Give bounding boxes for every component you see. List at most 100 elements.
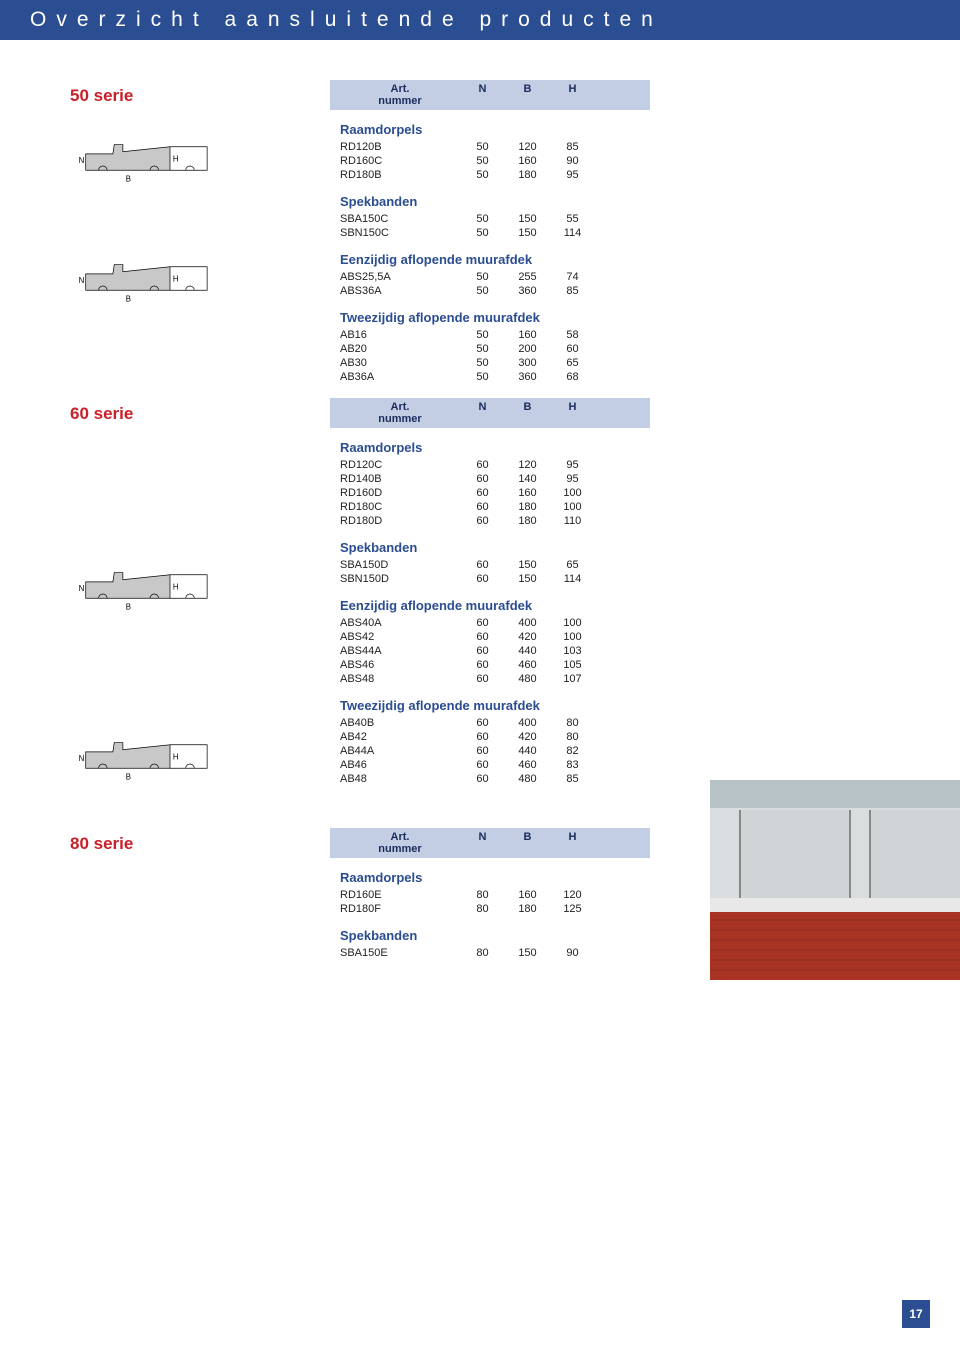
col-header: H <box>550 831 595 855</box>
table-row: RD180C60180100 <box>330 500 650 514</box>
cell-art: RD120C <box>340 459 460 471</box>
cell-value: 60 <box>460 717 505 729</box>
cell-art: SBA150E <box>340 947 460 959</box>
table-row: AB36A5036068 <box>330 370 650 384</box>
cell-art: ABS48 <box>340 673 460 685</box>
svg-text:N: N <box>79 754 85 763</box>
cell-value: 120 <box>505 141 550 153</box>
cell-value: 65 <box>550 559 595 571</box>
table-row: RD140B6014095 <box>330 472 650 486</box>
col-header: B <box>505 401 550 425</box>
cell-value: 100 <box>550 487 595 499</box>
cell-value: 150 <box>505 213 550 225</box>
page-header: Overzicht aansluitende producten <box>0 0 960 40</box>
cell-value: 50 <box>460 371 505 383</box>
cell-value: 50 <box>460 141 505 153</box>
table-row: ABS4660460105 <box>330 658 650 672</box>
cell-value: 80 <box>460 889 505 901</box>
cell-value: 180 <box>505 903 550 915</box>
group-title: Raamdorpels <box>340 440 650 455</box>
table-row: AB486048085 <box>330 772 650 786</box>
cell-art: SBA150D <box>340 559 460 571</box>
table-row: RD120C6012095 <box>330 458 650 472</box>
cell-art: ABS46 <box>340 659 460 671</box>
group-title: Spekbanden <box>340 194 650 209</box>
group-title: Tweezijdig aflopende muurafdek <box>340 310 650 325</box>
cell-value: 140 <box>505 473 550 485</box>
table-row: AB466046083 <box>330 758 650 772</box>
cell-value: 360 <box>505 371 550 383</box>
table-row: ABS4860480107 <box>330 672 650 686</box>
cell-value: 480 <box>505 773 550 785</box>
cell-art: RD180C <box>340 501 460 513</box>
cell-value: 80 <box>550 717 595 729</box>
svg-text:H: H <box>173 583 179 592</box>
cell-value: 50 <box>460 213 505 225</box>
table-row: AB40B6040080 <box>330 716 650 730</box>
cell-value: 50 <box>460 285 505 297</box>
col-header: B <box>505 83 550 107</box>
serie-label: 50 serie <box>70 86 290 106</box>
cell-value: 80 <box>460 903 505 915</box>
cell-art: SBN150C <box>340 227 460 239</box>
cell-value: 50 <box>460 169 505 181</box>
cell-value: 420 <box>505 631 550 643</box>
cell-value: 150 <box>505 227 550 239</box>
table-row: ABS36A5036085 <box>330 284 650 298</box>
cell-value: 90 <box>550 947 595 959</box>
table-row: RD160D60160100 <box>330 486 650 500</box>
profile-diagram: N H B <box>70 256 230 306</box>
table-row: RD180B5018095 <box>330 168 650 182</box>
cell-art: ABS40A <box>340 617 460 629</box>
table-row: SBA150E8015090 <box>330 946 650 960</box>
col-header-art: Art.nummer <box>340 831 460 855</box>
cell-art: SBA150C <box>340 213 460 225</box>
table-row: SBA150C5015055 <box>330 212 650 226</box>
cell-value: 60 <box>460 731 505 743</box>
table-row: AB44A6044082 <box>330 744 650 758</box>
profile-diagram: N H B <box>70 564 230 614</box>
cell-value: 480 <box>505 673 550 685</box>
cell-value: 100 <box>550 501 595 513</box>
table-row: RD180D60180110 <box>330 514 650 528</box>
cell-value: 60 <box>460 559 505 571</box>
cell-art: AB40B <box>340 717 460 729</box>
cell-value: 50 <box>460 357 505 369</box>
cell-art: AB20 <box>340 343 460 355</box>
cell-art: AB44A <box>340 745 460 757</box>
cell-value: 58 <box>550 329 595 341</box>
table-row: ABS44A60440103 <box>330 644 650 658</box>
cell-value: 100 <box>550 617 595 629</box>
col-header: H <box>550 83 595 107</box>
cell-value: 95 <box>550 459 595 471</box>
col-header: B <box>505 831 550 855</box>
table-row: SBN150C50150114 <box>330 226 650 240</box>
cell-value: 60 <box>460 759 505 771</box>
table-row: RD160C5016090 <box>330 154 650 168</box>
cell-art: RD160E <box>340 889 460 901</box>
cell-value: 85 <box>550 773 595 785</box>
cell-value: 95 <box>550 169 595 181</box>
cell-art: SBN150D <box>340 573 460 585</box>
cell-value: 107 <box>550 673 595 685</box>
building-photo <box>710 780 960 980</box>
svg-text:B: B <box>126 175 131 184</box>
col-header-art: Art.nummer <box>340 401 460 425</box>
cell-value: 440 <box>505 645 550 657</box>
cell-value: 65 <box>550 357 595 369</box>
cell-value: 74 <box>550 271 595 283</box>
cell-art: RD180F <box>340 903 460 915</box>
cell-value: 150 <box>505 573 550 585</box>
cell-art: RD180B <box>340 169 460 181</box>
table-row: RD160E80160120 <box>330 888 650 902</box>
group-title: Spekbanden <box>340 540 650 555</box>
profile-diagram: N H B <box>70 136 230 186</box>
group-title: Eenzijdig aflopende muurafdek <box>340 252 650 267</box>
table-header: Art.nummerNBH <box>330 80 650 110</box>
page-number: 17 <box>909 1307 922 1321</box>
cell-value: 160 <box>505 329 550 341</box>
cell-value: 60 <box>460 645 505 657</box>
cell-value: 60 <box>460 773 505 785</box>
svg-text:N: N <box>79 276 85 285</box>
cell-value: 180 <box>505 515 550 527</box>
